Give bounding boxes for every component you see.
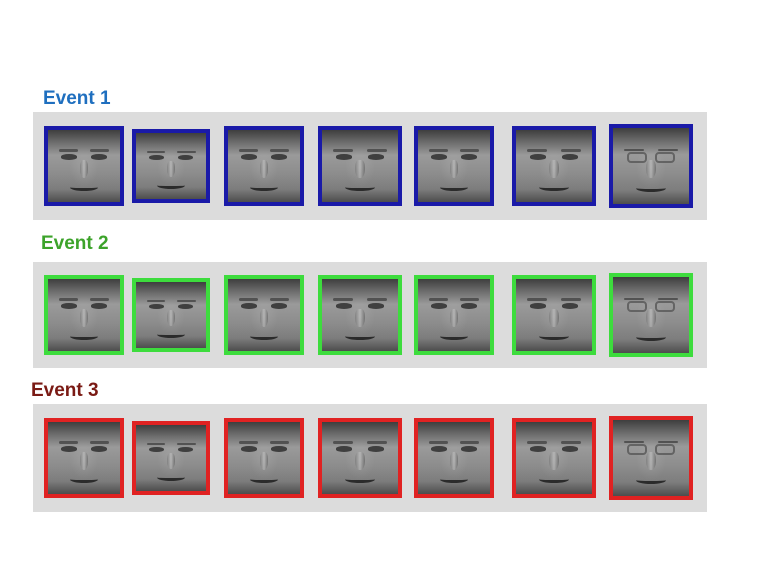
face-thumbnail bbox=[132, 129, 210, 203]
face-thumbnail bbox=[609, 273, 693, 357]
event-label-3: Event 3 bbox=[31, 380, 99, 401]
face-thumbnail bbox=[318, 418, 402, 498]
event-strip-1 bbox=[33, 112, 707, 220]
face-thumbnail bbox=[44, 126, 124, 206]
face-thumbnail bbox=[414, 126, 494, 206]
event-label-2: Event 2 bbox=[41, 233, 109, 254]
event-strip-2 bbox=[33, 262, 707, 368]
face-thumbnail bbox=[512, 275, 596, 355]
face-thumbnail bbox=[414, 418, 494, 498]
face-thumbnail bbox=[414, 275, 494, 355]
face-thumbnail bbox=[512, 418, 596, 498]
face-thumbnail bbox=[224, 418, 304, 498]
face-thumbnail bbox=[512, 126, 596, 206]
face-thumbnail bbox=[318, 126, 402, 206]
face-thumbnail bbox=[318, 275, 402, 355]
face-thumbnail bbox=[132, 421, 210, 495]
event-label-1: Event 1 bbox=[43, 88, 111, 109]
face-thumbnail bbox=[132, 278, 210, 352]
face-thumbnail bbox=[224, 126, 304, 206]
face-thumbnail bbox=[609, 124, 693, 208]
face-thumbnail bbox=[44, 275, 124, 355]
face-thumbnail bbox=[44, 418, 124, 498]
event-strip-3 bbox=[33, 404, 707, 512]
face-thumbnail bbox=[224, 275, 304, 355]
face-thumbnail bbox=[609, 416, 693, 500]
